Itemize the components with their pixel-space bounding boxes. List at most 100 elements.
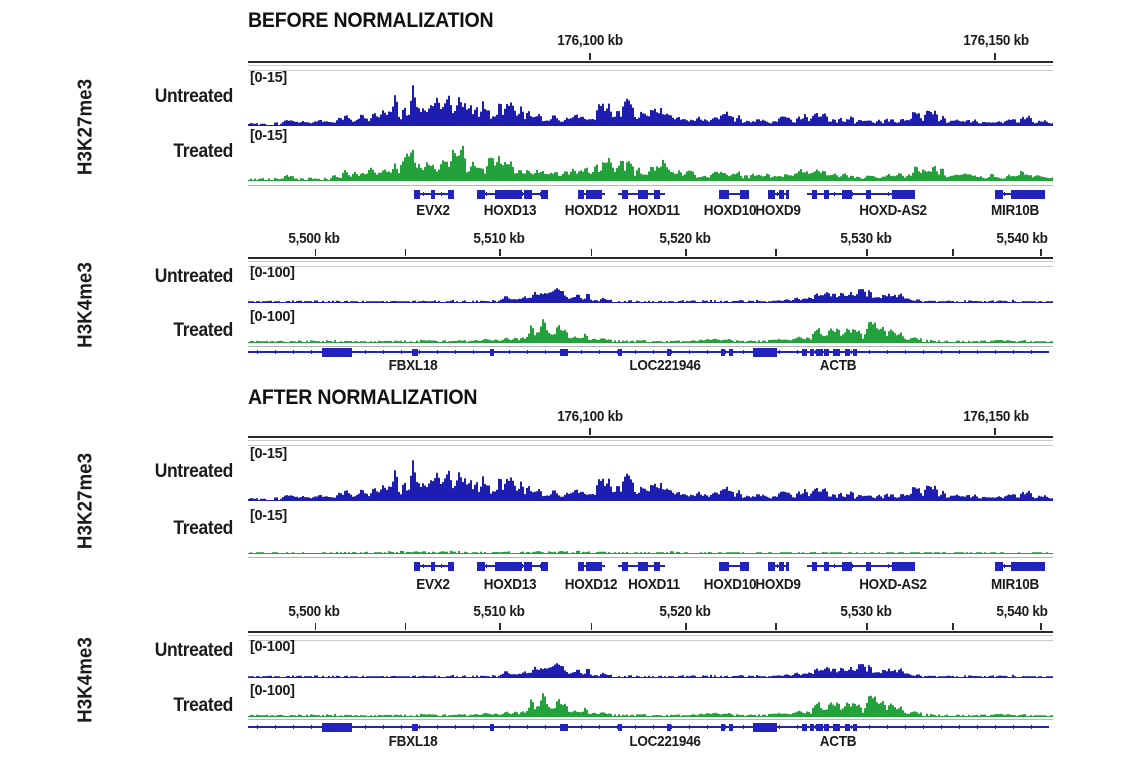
ruler-line (248, 436, 1053, 438)
range-label-before-h3k4me3-treated: [0-100] (250, 309, 295, 325)
gene-label-HOXD9: HOXD9 (755, 202, 802, 219)
gene-intron-arrow (725, 350, 727, 354)
baseline-before-h3k27me3-untreated (248, 125, 1053, 126)
gene-label-HOXD-AS2: HOXD-AS2 (858, 576, 927, 593)
gene-exon-EVX2 (430, 189, 435, 199)
gene-intron-arrow (617, 350, 619, 354)
gene-exon-after-h3k4me3-3 (560, 723, 568, 731)
gene-intron-arrow (617, 725, 619, 729)
gene-label-HOXD13: HOXD13 (484, 202, 537, 219)
gene-intron-arrow-MIR10B (1004, 192, 1006, 196)
gene-exon-HOXD11 (653, 189, 661, 199)
gene-exon-after-h3k4me3-12 (824, 723, 830, 731)
gene-exon-HOXD12 (586, 561, 603, 571)
ruler-underline-band (248, 440, 1053, 446)
gene-intron-arrow-HOXD-AS2 (887, 564, 889, 568)
gene-intron-arrow (311, 725, 313, 729)
ruler-tick (775, 249, 777, 256)
gene-label-HOXD13: HOXD13 (484, 576, 537, 593)
gene-intron-arrow (851, 725, 853, 729)
gene-exon-HOXD-AS2 (892, 189, 916, 199)
gene-exon-after-h3k4me3-7 (728, 723, 733, 731)
gene-exon-HOXD9 (779, 561, 785, 571)
gene-line-HOXD9 (768, 193, 789, 195)
ruler-label-176-150-kb: 176,150 kb (963, 32, 1029, 49)
gene-intron-arrow (725, 725, 727, 729)
sample-label-after-h3k27me3-treated: Treated (173, 518, 233, 539)
gene-intron-arrow (959, 725, 961, 729)
gene-intron-arrow (509, 350, 511, 354)
baseline-after-h3k4me3-treated (248, 716, 1053, 717)
sample-label-after-h3k27me3-untreated: Untreated (154, 461, 234, 482)
ruler-underline-band (248, 635, 1053, 641)
ruler-tick (952, 249, 954, 256)
gene-exon-HOXD11 (621, 561, 628, 571)
range-label-before-h3k27me3-treated: [0-15] (250, 128, 287, 144)
signal-track-after-h3k27me3-untreated (248, 460, 1053, 500)
gene-intron-arrow-HOXD-AS2 (851, 192, 853, 196)
gene-line-before-h3k4me3 (248, 351, 1049, 353)
gene-intron-arrow (869, 350, 871, 354)
gene-intron-arrow-HOXD9 (777, 564, 779, 568)
gene-intron-arrow-HOXD-AS2 (887, 192, 889, 196)
gene-intron-arrow (401, 725, 403, 729)
range-label-before-h3k27me3-untreated: [0-15] (250, 70, 287, 86)
gene-label-MIR10B: MIR10B (991, 576, 1040, 593)
gene-exon-before-h3k4me3-12 (824, 348, 830, 356)
ruler-tick (499, 623, 501, 630)
ruler-tick (404, 623, 407, 630)
baseline-after-h3k4me3-untreated (248, 677, 1053, 678)
gene-label-EVX2: EVX2 (416, 202, 450, 219)
ruler-tick (404, 249, 407, 256)
gene-intron-arrow-HOXD-AS2 (833, 192, 835, 196)
gene-intron-arrow-HOXD13 (485, 192, 487, 196)
sample-label-after-h3k4me3-treated: Treated (173, 695, 233, 716)
signal-track-before-h3k4me3-treated (250, 319, 1053, 342)
gene-exon-HOXD13 (495, 189, 522, 199)
gene-exon-HOXD12 (578, 561, 585, 571)
gene-exon-after-h3k4me3-14 (845, 723, 851, 731)
gene-intron-arrow (383, 350, 385, 354)
gene-intron-arrow (419, 725, 421, 729)
gene-intron-arrow (581, 350, 583, 354)
gene-intron-arrow (707, 350, 709, 354)
gene-intron-arrow (383, 725, 385, 729)
gene-intron-arrow (527, 725, 529, 729)
sample-label-after-h3k4me3-untreated: Untreated (154, 640, 234, 661)
ruler-tick (685, 623, 687, 630)
gene-line-HOXD9 (768, 565, 789, 567)
gene-exon-HOXD9 (785, 189, 789, 199)
gene-exon-after-h3k4me3-15 (853, 723, 858, 731)
ruler-tick (499, 249, 501, 256)
gene-intron-arrow (941, 725, 943, 729)
gene-exon-after-h3k4me3-0 (322, 722, 352, 732)
section-title-before: BEFORE NORMALIZATION (248, 9, 494, 32)
gene-exon-HOXD-AS2 (866, 561, 872, 571)
gene-exon-after-h3k4me3-5 (666, 723, 671, 731)
ruler-tick (314, 249, 317, 256)
gene-exon-after-h3k4me3-2 (489, 723, 494, 731)
ruler-label-5-530-kb: 5,530 kb (840, 603, 892, 620)
gene-exon-HOXD13 (541, 189, 549, 199)
track-separator-line (248, 346, 1053, 347)
gene-intron-arrow (275, 725, 277, 729)
ruler-tick (590, 623, 593, 630)
gene-label-FBXL18: FBXL18 (388, 357, 438, 374)
signal-track-before-h3k4me3-untreated (248, 288, 1053, 302)
gene-intron-arrow (941, 350, 943, 354)
gene-exon-HOXD12 (586, 189, 603, 199)
ruler-tick (994, 53, 996, 60)
gene-label-LOC221946: LOC221946 (629, 733, 701, 750)
gene-exon-HOXD12 (578, 189, 585, 199)
ruler-tick (1040, 623, 1042, 630)
gene-intron-arrow (653, 725, 655, 729)
ruler-label-5-510-kb: 5,510 kb (473, 230, 525, 247)
gene-line-HOXD10 (718, 565, 749, 567)
gene-label-HOXD10: HOXD10 (703, 576, 757, 593)
gene-exon-HOXD10 (739, 561, 749, 571)
gene-exon-before-h3k4me3-13 (833, 348, 841, 356)
gene-exon-before-h3k4me3-8 (752, 347, 777, 357)
gene-label-MIR10B: MIR10B (991, 202, 1040, 219)
gene-intron-arrow (401, 350, 403, 354)
ruler-label-5-500-kb: 5,500 kb (288, 603, 340, 620)
